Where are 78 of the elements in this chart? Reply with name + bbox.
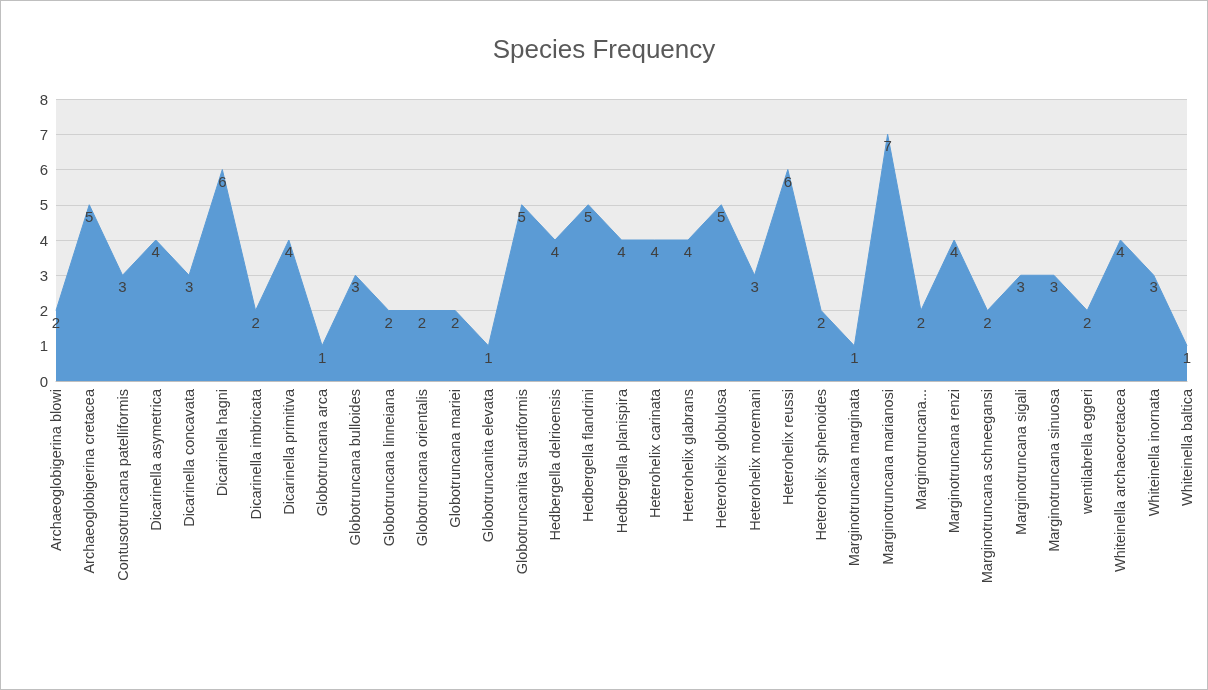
x-tick-label: Dicarinella primitiva xyxy=(280,388,297,515)
data-label: 2 xyxy=(983,313,992,331)
data-label: 5 xyxy=(517,207,526,225)
y-tick-label: 4 xyxy=(39,231,48,249)
chart-title: Species Frequency xyxy=(492,34,716,64)
x-tick-label: Dicarinella imbricata xyxy=(247,388,264,520)
x-tick-label: Globotruncana bulloides xyxy=(347,389,364,546)
x-tick-label: Heterohelix moremani xyxy=(746,389,763,531)
data-label: 4 xyxy=(550,243,560,260)
x-tick-label: Globotruncana linneiana xyxy=(380,388,397,547)
data-label: 3 xyxy=(351,278,360,296)
data-label: 6 xyxy=(783,172,792,190)
x-tick-label: Marginotruncana marianosi xyxy=(879,389,896,565)
x-tick-label: Dicarinella hagni xyxy=(214,389,231,497)
x-tick-label: Contusotruncana patelliformis xyxy=(114,389,131,581)
data-label: 4 xyxy=(284,243,294,260)
data-label: 3 xyxy=(750,278,759,296)
y-tick-label: 8 xyxy=(39,90,48,108)
y-tick-label: 2 xyxy=(39,302,48,319)
x-tick-label: Heterohelix reussi xyxy=(779,389,796,506)
x-tick-label: Dicarinella concavata xyxy=(181,388,198,527)
x-tick-label: Whiteinella inornata xyxy=(1145,388,1162,517)
x-tick-label: Hedbergella delrioensis xyxy=(546,389,563,541)
data-label: 2 xyxy=(451,313,460,331)
x-tick-label: Dicarinella asymetrica xyxy=(147,388,164,531)
data-label: 5 xyxy=(584,207,593,225)
y-tick-label: 3 xyxy=(39,266,48,284)
data-label: 2 xyxy=(916,313,926,331)
data-label: 6 xyxy=(218,172,227,190)
x-tick-label: Marginotruncana sinuosa xyxy=(1045,388,1062,552)
data-label: 2 xyxy=(251,313,260,331)
x-tick-label: Marginotruncana... xyxy=(912,389,929,510)
x-tick-label: Marginotruncana renzi xyxy=(946,389,963,534)
data-label: 4 xyxy=(617,243,626,260)
x-tick-label: Archaeoglobigerina blowi xyxy=(48,389,64,552)
data-label: 5 xyxy=(85,207,94,225)
x-tick-label: Heterohelix glabrans xyxy=(680,389,697,522)
data-label: 1 xyxy=(317,348,327,366)
y-tick-label: 7 xyxy=(39,125,48,143)
x-tick-label: Globotruncana arca xyxy=(314,388,331,517)
x-tick-label: Hedbergella flandrini xyxy=(580,389,597,522)
data-label: 2 xyxy=(384,313,393,331)
y-tick-label: 5 xyxy=(39,196,48,214)
data-label: 4 xyxy=(151,243,160,260)
data-label: 3 xyxy=(1049,278,1059,296)
data-label: 4 xyxy=(949,243,959,260)
data-label: 3 xyxy=(1149,278,1158,296)
x-tick-label: Globotruncana mariei xyxy=(447,389,464,528)
data-label: 2 xyxy=(816,313,826,331)
data-label: 3 xyxy=(1016,278,1025,296)
data-label: 2 xyxy=(1083,313,1092,331)
data-label: 5 xyxy=(717,207,726,225)
x-tick-label: wentilabrella eggeri xyxy=(1079,389,1096,515)
x-tick-label: Globotruncana orientalis xyxy=(413,389,430,547)
x-tick-label: Whiteinella baltica xyxy=(1179,388,1195,506)
x-tick-label: Marginotruncana schneegansi xyxy=(979,389,996,584)
x-tick-label: Hedbergella planispira xyxy=(613,388,630,534)
x-tick-label: Heterohelix carinata xyxy=(646,388,663,518)
y-tick-label: 6 xyxy=(39,161,48,178)
data-label: 1 xyxy=(850,348,859,366)
data-label: 1 xyxy=(484,348,493,366)
x-tick-label: Archaeoglobigerina cretacea xyxy=(81,388,98,574)
data-label: 3 xyxy=(118,278,127,296)
data-label: 4 xyxy=(683,243,693,260)
x-tick-label: Marginotruncana sigali xyxy=(1012,389,1029,535)
x-tick-label: Marginotruncana marginata xyxy=(846,388,863,567)
data-label: 4 xyxy=(1116,243,1125,260)
x-tick-label: Globotruncanita elevata xyxy=(480,388,497,543)
data-label: 2 xyxy=(51,313,61,331)
data-label: 2 xyxy=(417,313,427,331)
x-tick-label: Whiteinella archaeocretacea xyxy=(1112,388,1129,572)
x-tick-label: Heterohelix globulosa xyxy=(713,388,730,529)
x-tick-label: Globotruncanita stuartiformis xyxy=(513,389,530,575)
x-tick-label: Heterohelix sphenoides xyxy=(813,389,830,541)
y-tick-label: 0 xyxy=(39,372,48,390)
data-label: 3 xyxy=(184,278,194,296)
data-label: 4 xyxy=(650,243,659,260)
y-tick-label: 1 xyxy=(39,337,48,355)
